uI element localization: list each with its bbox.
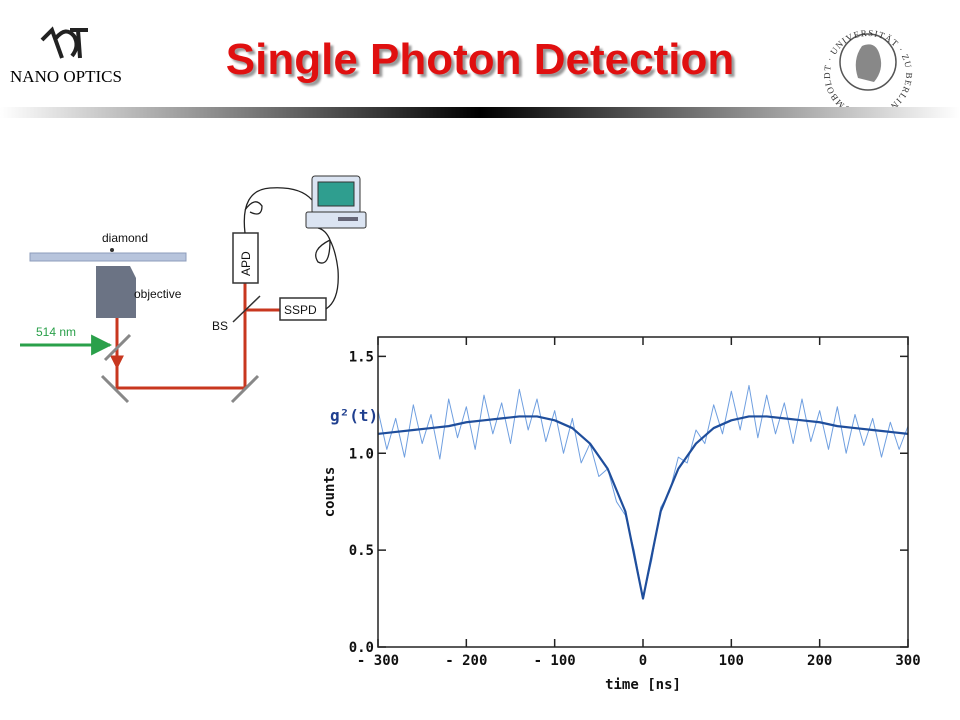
diamond-plate [29, 252, 187, 262]
x-tick-label: 300 [895, 653, 920, 669]
label-laser: 514 nm [36, 325, 76, 339]
label-diamond: diamond [102, 231, 148, 245]
fit-line [377, 415, 909, 600]
x-tick-label: 0 [639, 653, 647, 669]
annotation: g²(t) [330, 406, 378, 425]
seal: HUMBOLDT · UNIVERSITÄT · ZU BERLIN [822, 28, 913, 119]
chart-background [340, 330, 930, 698]
y-tick-label: 1.0 [349, 446, 374, 462]
x-tick-label: - 100 [534, 653, 576, 669]
x-tick-label: - 300 [357, 653, 399, 669]
chart: 0.0 0.5 1.0 1.5 - 300 - 200 - 100 0 100 200 300 tim… [322, 336, 921, 693]
label-sspd: SSPD [284, 303, 317, 317]
apd-box [232, 232, 259, 284]
beam-splitter [232, 295, 261, 323]
dichroic [103, 333, 132, 362]
logo: NANO OPTICS [10, 26, 122, 86]
x-tick-label: - 200 [445, 653, 487, 669]
mirror [100, 374, 130, 404]
objective [96, 266, 136, 318]
mirror [230, 374, 260, 404]
cable [243, 187, 339, 310]
label-apd: APD [239, 251, 253, 276]
y-tick-label: 0.0 [349, 640, 374, 656]
emitter [110, 248, 114, 252]
setup-diagram: diamond objective 514 nm APD BS SSPD [20, 175, 367, 404]
logo-text: NANO OPTICS [10, 67, 122, 86]
label-objective: objective [134, 287, 182, 301]
y-tick-label: 1.5 [349, 349, 374, 365]
y-tick-label: 0.5 [349, 543, 374, 559]
x-tick-label: 200 [807, 653, 832, 669]
label-bs: BS [212, 319, 228, 333]
header-bar [0, 107, 960, 118]
x-tick-label: 100 [719, 653, 744, 669]
slide-title: Single Photon Detection [226, 35, 734, 84]
x-axis-label: time [ns] [605, 677, 681, 693]
y-axis-label: counts [322, 467, 338, 518]
computer [305, 175, 367, 229]
